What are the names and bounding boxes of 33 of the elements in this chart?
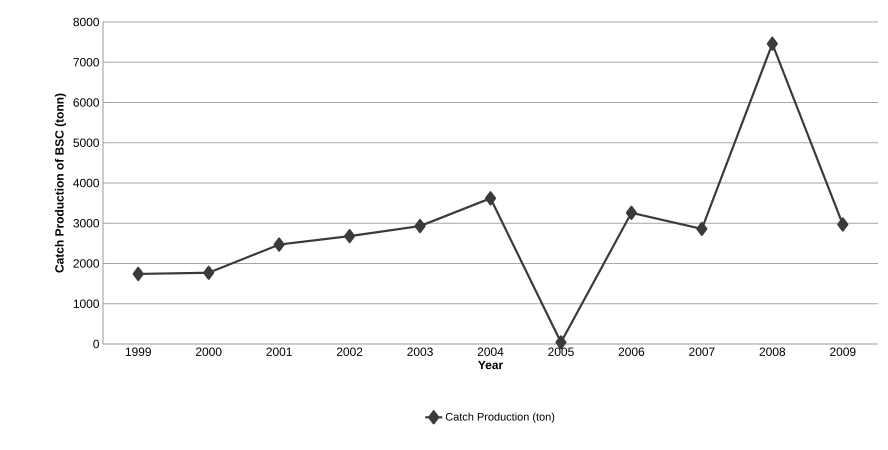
x-tick-label: 2006 xyxy=(618,348,644,356)
point xyxy=(837,217,848,232)
y-tick-label: 3000 xyxy=(73,219,100,228)
point xyxy=(766,36,778,51)
x-tick-label: 2001 xyxy=(266,348,292,356)
point xyxy=(626,206,638,220)
y-tick-label: 2000 xyxy=(73,259,100,268)
x-tick-label: 2009 xyxy=(830,348,856,356)
y-tick-label: 1000 xyxy=(74,300,100,308)
x-tick-label: 2004 xyxy=(478,348,504,356)
x-axis-title: Year xyxy=(478,360,503,370)
y-tick-label: 5000 xyxy=(73,138,100,147)
point xyxy=(203,266,214,280)
x-tick-label: 2000 xyxy=(196,348,222,356)
y-tick-label: 8000 xyxy=(73,18,100,26)
point xyxy=(414,218,426,234)
y-tick-label: 0 xyxy=(93,340,100,348)
point xyxy=(344,229,356,244)
legend-label: Catch Production (ton) xyxy=(446,412,554,423)
y-tick-label: 6000 xyxy=(73,98,100,107)
x-tick-label: 2008 xyxy=(760,348,786,356)
x-tick-label: 2002 xyxy=(336,348,362,356)
point xyxy=(484,191,496,206)
x-tick-label: 2005 xyxy=(548,348,574,356)
x-tick-label: 2007 xyxy=(689,348,715,356)
y-axis-title: Catch Production of BSC (tonn) xyxy=(54,94,66,272)
y-tick-label: 4000 xyxy=(73,178,100,188)
point xyxy=(274,237,285,252)
y-tick-label: 7000 xyxy=(73,58,100,66)
x-tick-label: 1999 xyxy=(126,348,151,356)
x-tick-label: 2003 xyxy=(407,348,433,356)
point xyxy=(696,222,708,236)
point xyxy=(132,266,144,282)
